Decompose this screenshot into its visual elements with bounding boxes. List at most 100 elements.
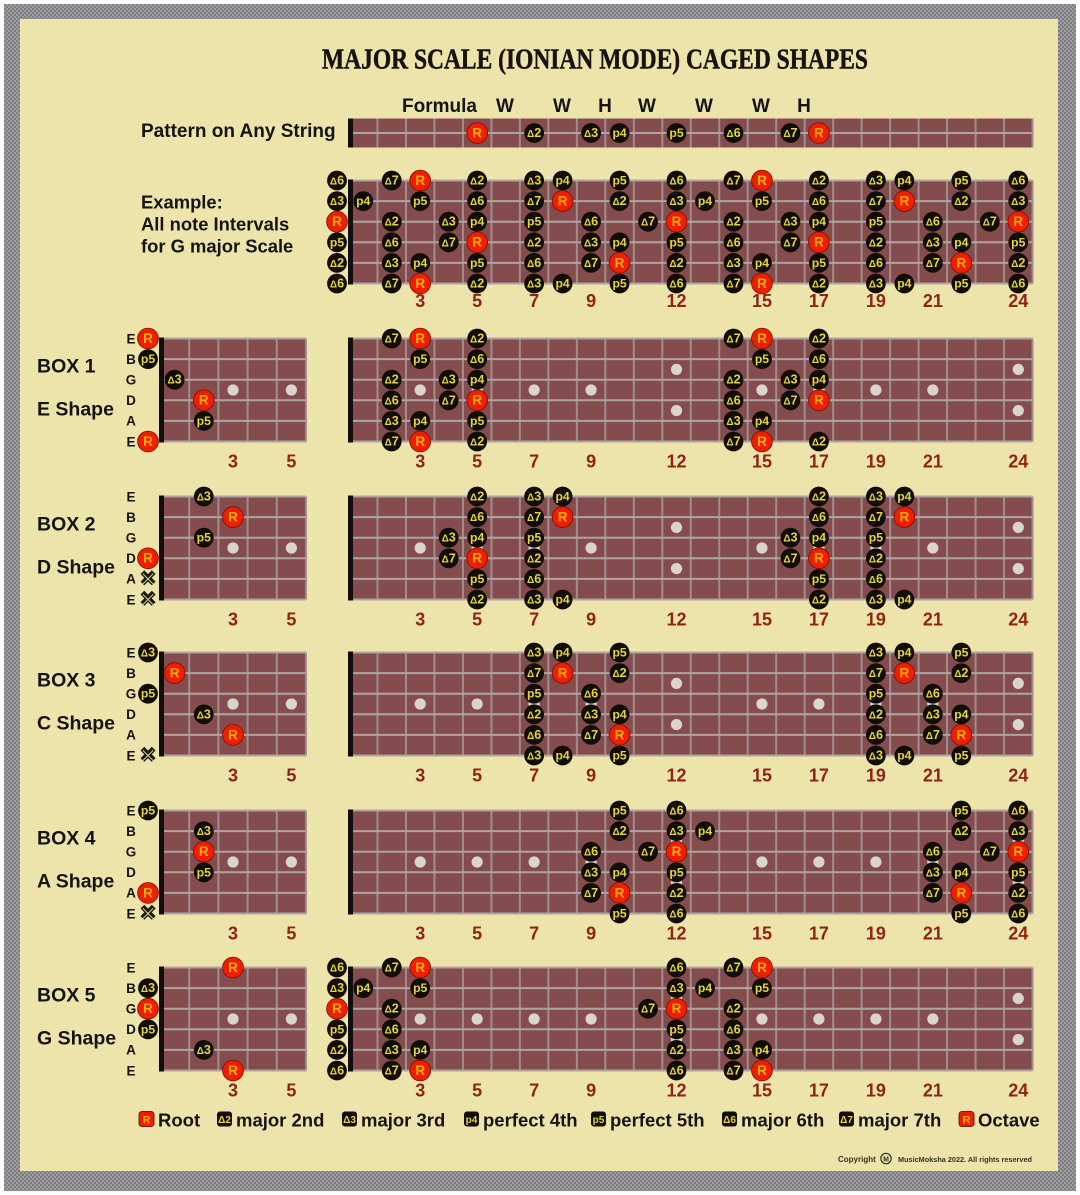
svg-text:Δ3: Δ3 xyxy=(343,1115,356,1126)
svg-text:Δ2: Δ2 xyxy=(385,215,399,229)
svg-text:R: R xyxy=(615,727,625,742)
svg-text:Δ3: Δ3 xyxy=(926,707,940,721)
svg-text:p5: p5 xyxy=(812,572,826,586)
svg-text:9: 9 xyxy=(586,766,596,786)
svg-text:Δ6: Δ6 xyxy=(1011,174,1025,188)
svg-text:Δ2: Δ2 xyxy=(527,235,541,249)
svg-text:major 6th: major 6th xyxy=(741,1110,824,1131)
svg-text:7: 7 xyxy=(529,291,539,311)
svg-text:p4: p4 xyxy=(698,981,712,995)
svg-text:Pattern on Any String: Pattern on Any String xyxy=(141,121,336,142)
svg-text:major 7th: major 7th xyxy=(858,1110,941,1131)
svg-text:Δ6: Δ6 xyxy=(385,393,399,407)
svg-text:Δ3: Δ3 xyxy=(669,981,683,995)
svg-text:19: 19 xyxy=(866,291,886,311)
svg-text:21: 21 xyxy=(923,452,943,472)
svg-text:7: 7 xyxy=(529,924,539,944)
svg-text:Δ6: Δ6 xyxy=(926,215,940,229)
svg-text:W: W xyxy=(496,96,514,117)
svg-text:perfect 5th: perfect 5th xyxy=(610,1110,705,1131)
svg-text:p4: p4 xyxy=(555,646,569,660)
svg-text:p4: p4 xyxy=(755,1043,769,1057)
svg-text:B: B xyxy=(126,352,136,367)
svg-text:p5: p5 xyxy=(593,1115,605,1126)
svg-text:p5: p5 xyxy=(1011,235,1025,249)
svg-text:R: R xyxy=(415,1063,425,1078)
svg-text:17: 17 xyxy=(809,610,829,630)
svg-text:p4: p4 xyxy=(555,749,569,763)
svg-text:p5: p5 xyxy=(954,174,968,188)
svg-text:R: R xyxy=(615,885,625,900)
svg-text:Δ3: Δ3 xyxy=(584,865,598,879)
svg-text:C Shape: C Shape xyxy=(37,713,115,735)
svg-text:Δ7: Δ7 xyxy=(983,845,997,859)
svg-text:Δ3: Δ3 xyxy=(869,749,883,763)
svg-text:Δ2: Δ2 xyxy=(669,256,683,270)
svg-text:Δ7: Δ7 xyxy=(726,174,740,188)
svg-text:Δ6: Δ6 xyxy=(330,277,344,291)
svg-text:p5: p5 xyxy=(1011,865,1025,879)
svg-text:p4: p4 xyxy=(812,373,826,387)
svg-text:p4: p4 xyxy=(897,277,911,291)
svg-text:BOX 5: BOX 5 xyxy=(37,985,96,1007)
svg-text:Δ6: Δ6 xyxy=(330,961,344,975)
svg-text:12: 12 xyxy=(667,1081,687,1101)
svg-text:Δ3: Δ3 xyxy=(669,824,683,838)
svg-text:17: 17 xyxy=(809,291,829,311)
svg-text:Δ6: Δ6 xyxy=(385,1022,399,1036)
svg-text:R: R xyxy=(814,235,824,250)
svg-text:Δ3: Δ3 xyxy=(141,646,155,660)
svg-text:Δ7: Δ7 xyxy=(983,215,997,229)
svg-text:Δ3: Δ3 xyxy=(783,215,797,229)
svg-text:5: 5 xyxy=(286,452,296,472)
svg-text:Δ6: Δ6 xyxy=(669,174,683,188)
svg-text:p5: p5 xyxy=(197,531,211,545)
svg-text:Δ3: Δ3 xyxy=(330,981,344,995)
svg-text:Δ2: Δ2 xyxy=(1011,256,1025,270)
svg-text:p5: p5 xyxy=(669,126,683,140)
svg-text:p5: p5 xyxy=(869,531,883,545)
svg-text:p5: p5 xyxy=(141,804,155,818)
svg-text:p4: p4 xyxy=(897,174,911,188)
svg-text:Δ7: Δ7 xyxy=(726,277,740,291)
svg-text:R: R xyxy=(228,510,238,525)
svg-text:R: R xyxy=(757,960,767,975)
svg-text:E: E xyxy=(126,748,135,763)
svg-text:17: 17 xyxy=(809,1081,829,1101)
svg-text:A: A xyxy=(126,1043,136,1058)
svg-text:Δ2: Δ2 xyxy=(812,593,826,607)
svg-text:Δ6: Δ6 xyxy=(669,804,683,818)
svg-text:Δ7: Δ7 xyxy=(641,1002,655,1016)
svg-text:p5: p5 xyxy=(197,414,211,428)
svg-text:R: R xyxy=(143,551,153,566)
svg-text:Δ6: Δ6 xyxy=(926,687,940,701)
svg-text:24: 24 xyxy=(1008,924,1028,944)
svg-text:Δ7: Δ7 xyxy=(926,728,940,742)
svg-text:Δ2: Δ2 xyxy=(470,435,484,449)
svg-text:p4: p4 xyxy=(466,1115,478,1126)
svg-text:p5: p5 xyxy=(470,256,484,270)
svg-text:Formula: Formula xyxy=(402,96,477,117)
svg-text:15: 15 xyxy=(752,766,772,786)
svg-text:p4: p4 xyxy=(470,531,484,545)
svg-text:Δ7: Δ7 xyxy=(926,886,940,900)
svg-text:7: 7 xyxy=(529,610,539,630)
svg-text:W: W xyxy=(695,96,713,117)
svg-text:Δ3: Δ3 xyxy=(869,174,883,188)
svg-text:Δ7: Δ7 xyxy=(584,256,598,270)
svg-text:E: E xyxy=(126,592,135,607)
svg-text:p5: p5 xyxy=(197,865,211,879)
svg-text:Δ2: Δ2 xyxy=(812,174,826,188)
svg-text:p4: p4 xyxy=(470,373,484,387)
svg-text:3: 3 xyxy=(228,452,238,472)
svg-text:A: A xyxy=(126,728,136,743)
svg-text:R: R xyxy=(963,1115,971,1127)
svg-text:Δ2: Δ2 xyxy=(1011,886,1025,900)
svg-text:p5: p5 xyxy=(413,194,427,208)
svg-text:p4: p4 xyxy=(413,256,427,270)
svg-text:Δ3: Δ3 xyxy=(385,414,399,428)
svg-text:A Shape: A Shape xyxy=(37,871,114,893)
svg-text:19: 19 xyxy=(866,924,886,944)
svg-text:Δ6: Δ6 xyxy=(1011,277,1025,291)
svg-text:3: 3 xyxy=(415,291,425,311)
